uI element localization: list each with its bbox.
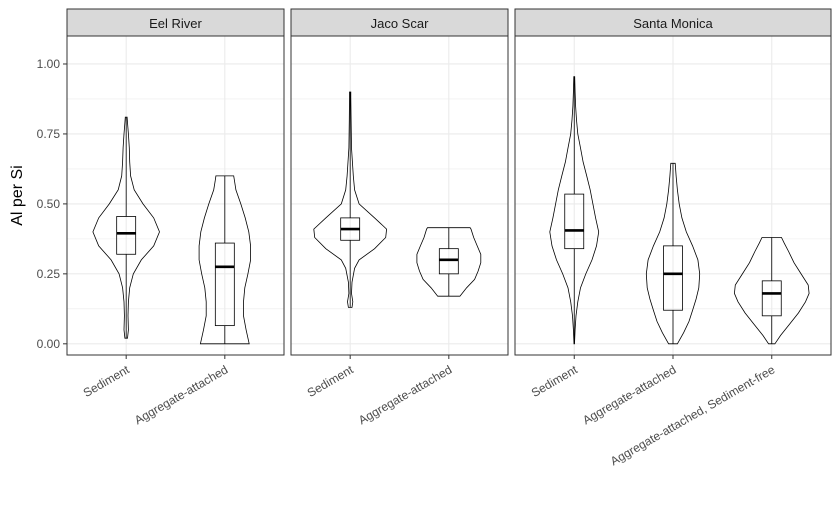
facet-label: Eel River	[149, 16, 202, 31]
panel-border	[291, 36, 508, 355]
panel-border	[67, 36, 284, 355]
facet-label: Jaco Scar	[371, 16, 429, 31]
x-tick-label: Aggregate-attached	[132, 362, 230, 427]
y-tick-label: 0.00	[37, 337, 61, 351]
y-tick-label: 0.50	[37, 197, 61, 211]
panel-0: Eel River Sediment Aggregate-attached	[67, 9, 284, 427]
x-tick-label: Aggregate-attached	[580, 362, 678, 427]
y-tick-label: 0.25	[37, 267, 61, 281]
y-axis-title: Al per Si	[9, 165, 26, 225]
y-axis: 0.00 0.25 0.50 0.75 1.00	[37, 57, 67, 351]
y-tick-label: 1.00	[37, 57, 61, 71]
x-tick-label: Aggregate-attached	[356, 362, 454, 427]
facet-label: Santa Monica	[633, 16, 713, 31]
x-tick-label: Sediment	[81, 362, 132, 400]
x-tick-label: Aggregate-attached, Sediment-free	[608, 362, 778, 468]
x-tick-label: Sediment	[529, 362, 580, 400]
y-tick-label: 0.75	[37, 127, 61, 141]
x-tick-label: Sediment	[305, 362, 356, 400]
panel-1: Jaco Scar Sediment Aggregate-attached	[291, 9, 508, 427]
panel-2: Santa Monica Sediment Aggregate-attachedAg…	[515, 9, 831, 468]
